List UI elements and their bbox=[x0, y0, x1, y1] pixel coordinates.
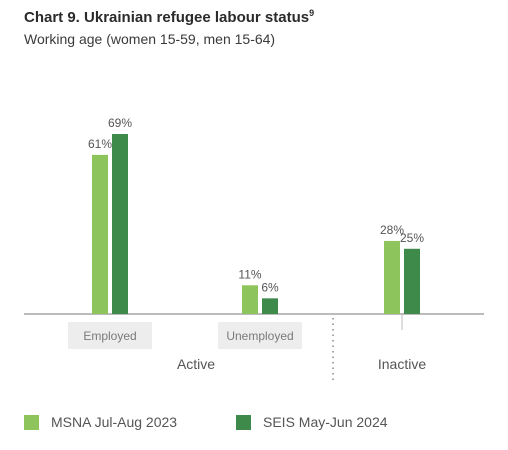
chart-subtitle: Working age (women 15-59, men 15-64) bbox=[24, 31, 276, 47]
category-label-unemployed: Unemployed bbox=[226, 329, 293, 343]
category-label-bg-unemployed bbox=[218, 322, 302, 349]
chart-title: Chart 9. Ukrainian refugee labour status… bbox=[24, 8, 315, 27]
data-label-employed-series1: 61% bbox=[88, 137, 112, 151]
bar-unemployed-series2 bbox=[262, 298, 278, 314]
category-label-bg-employed bbox=[68, 322, 152, 349]
legend-swatch-msna bbox=[24, 414, 39, 430]
bar-unemployed-series1 bbox=[242, 285, 258, 314]
title-footnote: 9 bbox=[309, 8, 315, 18]
legend-swatch-seis bbox=[236, 414, 251, 430]
data-label-unemployed-series1: 11% bbox=[238, 267, 261, 281]
bar-inactive-series1 bbox=[384, 240, 400, 314]
data-label-inactive-series1: 28% bbox=[380, 223, 404, 237]
bar-employed-series2 bbox=[112, 134, 128, 314]
data-label-unemployed-series2: 6% bbox=[261, 280, 279, 294]
bar-employed-series1 bbox=[92, 154, 108, 314]
data-label-employed-series2: 69% bbox=[108, 116, 132, 130]
bar-chart: 61% 69% 11%6% 28%25% Employed Unemployed Activ… bbox=[24, 116, 484, 382]
legend-label-seis: SEIS May-Jun 2024 bbox=[263, 414, 388, 430]
bar-inactive-series2 bbox=[404, 248, 420, 314]
group-label-active: Active bbox=[177, 356, 215, 372]
legend-item-seis: SEIS May-Jun 2024 bbox=[236, 412, 388, 432]
legend-item-msna: MSNA Jul-Aug 2023 bbox=[24, 412, 177, 432]
chart-title-text: Chart 9. Ukrainian refugee labour status bbox=[24, 9, 310, 26]
legend-label-msna: MSNA Jul-Aug 2023 bbox=[51, 414, 178, 430]
category-label-employed: Employed bbox=[83, 329, 136, 343]
data-label-inactive-series2: 25% bbox=[400, 231, 424, 245]
group-label-inactive: Inactive bbox=[378, 356, 426, 372]
